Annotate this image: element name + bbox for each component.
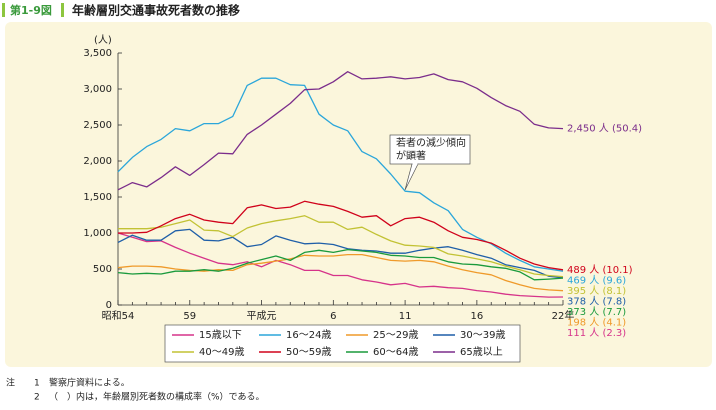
note-text: （ ）内は，年齢層別死者数の構成率（%）である。: [49, 391, 264, 403]
callout-text: が顕著: [396, 149, 426, 162]
y-tick-label: 1,500: [83, 192, 112, 203]
callout-box: [389, 134, 471, 165]
x-tick-label: 6: [330, 311, 336, 322]
series-line: [117, 232, 564, 298]
note-text: 注: [6, 377, 15, 389]
legend-label: 15歳以下: [199, 329, 242, 341]
series-line: [117, 228, 564, 279]
x-tick-label: 平成元: [247, 310, 277, 322]
series-line: [118, 215, 564, 278]
legend-label: 65歳以上: [460, 346, 503, 358]
note-text: 1: [34, 379, 40, 389]
y-tick-label: 3,500: [83, 48, 112, 59]
y-tick-label: 1,000: [83, 228, 112, 239]
legend-label: 25～29歳: [373, 329, 418, 341]
series-line: [118, 200, 564, 271]
callout-join: [412, 162, 418, 165]
legend-label: 30～39歳: [460, 329, 505, 341]
panel: [5, 22, 712, 367]
figure-label: 第1-9図: [10, 3, 52, 17]
callout-text: 若者の減少傾向: [396, 136, 466, 149]
header-bar: [61, 3, 64, 17]
notes: 注 1 警察庁資料による。 2 （ ）内は，年齢層別死者数の構成率（%）である。: [6, 377, 264, 403]
series-line: [117, 248, 564, 281]
legend-label: 50～59歳: [286, 346, 331, 358]
legend-label: 40～49歳: [199, 346, 244, 358]
end-label: 395 人 (8.1): [567, 285, 626, 297]
x-tick-label: 昭和54: [102, 310, 135, 322]
series-line: [117, 71, 564, 191]
end-label: 373 人 (7.7): [567, 306, 626, 318]
x-tick-label: 59: [183, 311, 196, 322]
note-text: 警察庁資料による。: [49, 377, 130, 389]
y-tick-label: 0: [106, 300, 112, 311]
x-tick-label: 16: [471, 311, 484, 322]
y-tick-label: 2,000: [83, 156, 112, 167]
header-bar: [2, 3, 5, 17]
end-label: 198 人 (4.1): [567, 316, 626, 328]
note-text: 2: [34, 393, 40, 403]
chart-title: 年齢層別交通事故死者数の推移: [72, 3, 240, 18]
legend-box: [164, 324, 521, 363]
y-tick-label: 2,500: [83, 120, 112, 131]
end-label: 378 人 (7.8): [567, 295, 626, 307]
y-tick-label: 3,000: [83, 84, 112, 95]
x-tick-label: 11: [399, 311, 412, 322]
end-label: 111 人 (2.3): [567, 327, 626, 339]
y-axis-label: (人): [94, 34, 112, 46]
legend-label: 16～24歳: [286, 329, 331, 341]
end-label: 2,450 人 (50.4): [567, 123, 642, 135]
y-tick-label: 500: [93, 264, 112, 275]
legend-label: 60～64歳: [373, 346, 418, 358]
end-label: 469 人 (9.6): [567, 274, 626, 286]
x-tick-label: 22年: [552, 309, 575, 322]
end-label: 489 人 (10.1): [567, 264, 633, 276]
